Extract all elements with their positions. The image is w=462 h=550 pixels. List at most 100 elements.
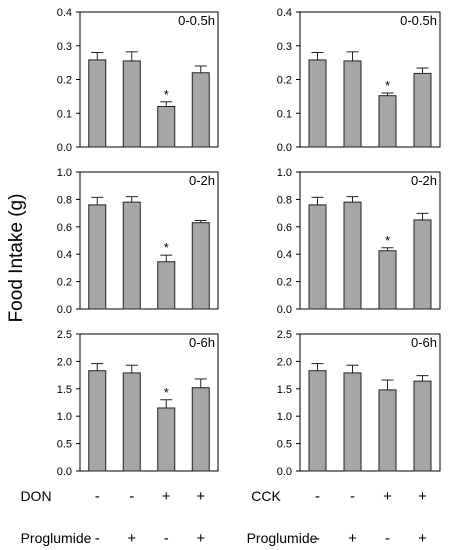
y-tick-label: 2.5 [277, 329, 292, 341]
panel-title: 0-0.5h [400, 13, 437, 28]
y-tick-label: 0.6 [277, 222, 292, 234]
plot-frame [79, 333, 219, 472]
cck-row-label: CCK [251, 488, 281, 504]
y-tick-label: 0.0 [57, 466, 72, 478]
bar [191, 72, 210, 148]
y-tick-label: 1.0 [277, 411, 292, 423]
proglumide-sign: - [385, 530, 390, 547]
chart-panel-don-0-05h: 0.0 0.1 0.2 0.3 0.4 0-0.5h * [57, 7, 219, 154]
y-tick-label: 0.0 [57, 142, 72, 154]
chart-panels: 0.0 0.1 0.2 0.3 0.4 0-0.5h * 0.0 0.1 0.2 0.3 0.4 0-0… [57, 7, 441, 478]
y-tick-label: 0.1 [277, 108, 292, 120]
bar [88, 370, 107, 472]
y-tick-label: 0.0 [277, 304, 292, 316]
y-tick-label: 0.5 [277, 439, 292, 451]
y-tick-label: 0.4 [57, 249, 72, 261]
y-tick-label: 0.1 [57, 108, 72, 120]
plot-frame [79, 171, 219, 310]
y-tick-label: 2.0 [57, 356, 72, 368]
y-tick-label: 0.0 [57, 304, 72, 316]
bar [122, 372, 141, 472]
proglumide-sign: + [418, 530, 427, 547]
plot-frame [299, 171, 441, 310]
y-tick-label: 0.0 [277, 466, 292, 478]
bar [308, 59, 327, 148]
y-tick-label: 0.2 [57, 75, 72, 87]
treatment-rows: DON CCK Proglumide Proglumide - - - + + - + + - -… [20, 488, 427, 547]
significance-marker: * [385, 78, 390, 93]
bar [343, 201, 362, 310]
bar [157, 407, 176, 472]
panel-title: 0-2h [189, 173, 215, 188]
bar [191, 387, 210, 472]
agent-sign: - [315, 488, 320, 505]
y-tick-label: 0.3 [57, 41, 72, 53]
y-tick-label: 1.0 [57, 167, 72, 179]
y-tick-label: 1.5 [277, 384, 292, 396]
agent-sign: + [383, 488, 392, 505]
bar [413, 380, 432, 472]
y-tick-label: 0.8 [277, 194, 292, 206]
panel-title: 0-6h [411, 335, 437, 350]
bar [378, 95, 397, 148]
y-tick-label: 2.0 [277, 356, 292, 368]
significance-marker: * [164, 385, 169, 400]
bar [378, 250, 397, 310]
treatment-sign-rows: - - - + + - + + - - - + + - + + [95, 488, 427, 547]
agent-sign: + [162, 488, 171, 505]
panel-title: 0-6h [189, 335, 215, 350]
y-tick-label: 2.5 [57, 329, 72, 341]
proglumide-row-label-left: Proglumide [21, 530, 92, 546]
bar [413, 219, 432, 310]
proglumide-sign: + [348, 530, 357, 547]
y-tick-label: 0.0 [277, 142, 292, 154]
chart-panel-cck-0-05h: 0.0 0.1 0.2 0.3 0.4 0-0.5h * [277, 7, 441, 154]
proglumide-sign: - [95, 530, 100, 547]
y-tick-label: 1.0 [277, 167, 292, 179]
bar [122, 60, 141, 148]
y-tick-label: 1.0 [57, 411, 72, 423]
y-tick-label: 1.5 [57, 384, 72, 396]
agent-sign: - [129, 488, 134, 505]
bar [378, 389, 397, 472]
bar [88, 204, 107, 310]
y-tick-label: 0.6 [57, 222, 72, 234]
significance-marker: * [164, 87, 169, 102]
bar [308, 370, 327, 472]
proglumide-sign: - [164, 530, 169, 547]
y-tick-label: 0.3 [277, 41, 292, 53]
bar [122, 201, 141, 310]
agent-sign: - [350, 488, 355, 505]
panel-title: 0-0.5h [178, 13, 215, 28]
y-tick-label: 0.5 [57, 439, 72, 451]
significance-marker: * [164, 240, 169, 255]
significance-marker: * [385, 233, 390, 248]
plot-frame [299, 333, 441, 472]
y-tick-label: 0.8 [57, 194, 72, 206]
don-row-label: DON [20, 488, 51, 504]
y-tick-label: 0.4 [277, 7, 292, 19]
proglumide-row-label-right: Proglumide [247, 530, 318, 546]
agent-sign: + [418, 488, 427, 505]
panel-title: 0-2h [411, 173, 437, 188]
bar [343, 372, 362, 472]
chart-panel-don-0-2h: 0.0 0.2 0.4 0.6 0.8 1.0 0-2h * [57, 167, 219, 316]
chart-panel-cck-0-6h: 0.0 0.5 1.0 1.5 2.0 2.5 0-6h [277, 329, 441, 478]
bar [343, 60, 362, 148]
bar [88, 59, 107, 148]
y-axis-label: Food Intake (g) [6, 194, 27, 323]
y-tick-label: 0.4 [57, 7, 72, 19]
agent-sign: + [196, 488, 205, 505]
y-tick-label: 0.4 [277, 249, 292, 261]
chart-panel-don-0-6h: 0.0 0.5 1.0 1.5 2.0 2.5 0-6h * [57, 329, 219, 478]
bar [413, 72, 432, 148]
proglumide-sign: + [127, 530, 136, 547]
proglumide-sign: + [196, 530, 205, 547]
chart-panel-cck-0-2h: 0.0 0.2 0.4 0.6 0.8 1.0 0-2h * [277, 167, 441, 316]
agent-sign: - [95, 488, 100, 505]
y-tick-label: 0.2 [277, 75, 292, 87]
y-tick-label: 0.2 [57, 277, 72, 289]
bar [157, 261, 176, 310]
bar [191, 222, 210, 310]
